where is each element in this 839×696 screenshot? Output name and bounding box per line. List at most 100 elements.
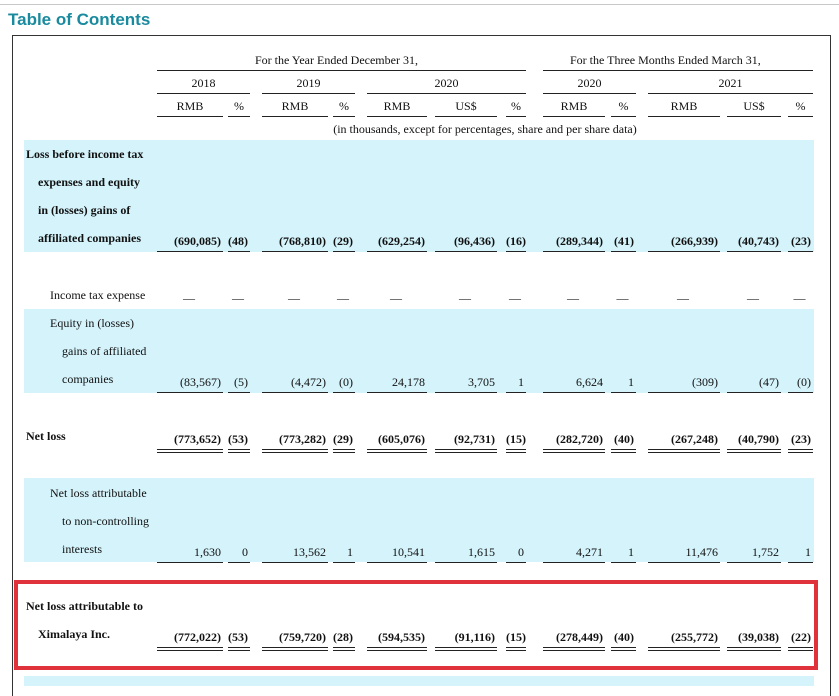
underline — [506, 562, 526, 563]
double-underline — [788, 647, 813, 651]
value-cell: (40) — [614, 432, 634, 446]
value-cell: (773,652) — [174, 432, 221, 446]
value-cell: (0) — [797, 375, 811, 389]
value-cell: 4,271 — [576, 545, 603, 559]
subheader-cell: RMB — [560, 99, 588, 113]
subheader-cell: RMB — [281, 99, 309, 113]
underline — [727, 251, 781, 252]
double-underline — [435, 647, 497, 651]
value-cell: (83,567) — [180, 375, 221, 389]
header-group-quarter: For the Three Months Ended March 31, — [570, 53, 761, 67]
double-underline — [157, 449, 223, 453]
subheader-rule — [333, 116, 355, 117]
value-cell: (267,248) — [671, 432, 718, 446]
underline — [435, 251, 497, 252]
underline — [506, 392, 526, 393]
double-underline — [648, 449, 720, 453]
row-label: expenses and equity — [38, 175, 141, 189]
value-cell: (15) — [506, 432, 526, 446]
dash-cell: — — [390, 291, 402, 305]
double-underline — [228, 647, 250, 651]
value-cell: (773,282) — [279, 432, 326, 446]
underline — [367, 562, 427, 563]
value-cell: (289,344) — [556, 234, 603, 248]
header-note: (in thousands, except for percentages, s… — [333, 122, 637, 136]
subheader-cell: % — [618, 99, 629, 113]
row-label: companies — [62, 372, 114, 386]
value-cell: 1,615 — [468, 545, 495, 559]
row-label: interests — [62, 542, 102, 556]
year-rule — [648, 93, 813, 94]
header-q-2020: 2020 — [577, 76, 602, 90]
value-cell: (40,743) — [738, 234, 779, 248]
value-cell: 1 — [628, 375, 634, 389]
row-label: Loss before income tax — [26, 147, 144, 161]
row-label: Net loss attributable to — [26, 599, 143, 613]
row-label: Income tax expense — [50, 288, 146, 302]
double-underline — [435, 449, 497, 453]
value-cell: 13,562 — [293, 545, 326, 559]
subheader-cell: RMB — [176, 99, 204, 113]
table-of-contents-link[interactable]: Table of Contents — [8, 10, 151, 29]
highlight-box — [14, 580, 818, 670]
header-year-2020: 2020 — [434, 76, 459, 90]
value-cell: (22) — [791, 630, 811, 644]
double-underline — [262, 647, 328, 651]
value-cell: (255,772) — [671, 630, 718, 644]
underline — [648, 562, 720, 563]
double-underline — [506, 647, 526, 651]
underline — [648, 392, 720, 393]
double-underline — [157, 647, 223, 651]
row-band-loss-before-tax — [24, 140, 814, 252]
double-underline — [333, 449, 355, 453]
double-underline — [611, 647, 636, 651]
dash-cell: — — [509, 291, 521, 305]
double-underline — [367, 449, 427, 453]
double-underline — [727, 449, 781, 453]
value-cell: 24,178 — [392, 375, 425, 389]
underline — [333, 392, 355, 393]
dash-cell: — — [616, 291, 629, 305]
header-quarter-rule — [543, 70, 813, 71]
header-q-2021: 2021 — [718, 76, 743, 90]
value-cell: (309) — [692, 375, 718, 389]
underline — [611, 392, 636, 393]
subheader-rule — [611, 116, 636, 117]
top-divider — [0, 4, 839, 5]
value-cell: (772,022) — [174, 630, 221, 644]
subheader-rule — [157, 116, 223, 117]
double-underline — [543, 647, 605, 651]
double-underline — [367, 647, 427, 651]
subheader-rule — [506, 116, 526, 117]
subheader-cell: RMB — [670, 99, 698, 113]
year-rule — [367, 93, 526, 94]
subheader-rule — [543, 116, 605, 117]
row-label: Ximalaya Inc. — [38, 627, 110, 641]
value-cell: 1 — [628, 545, 634, 559]
underline — [788, 251, 813, 252]
dash-cell: — — [793, 291, 806, 305]
underline — [611, 251, 636, 252]
subheader-rule — [262, 116, 328, 117]
underline — [228, 251, 250, 252]
subheader-rule — [727, 116, 781, 117]
double-underline — [333, 647, 355, 651]
underline — [262, 392, 328, 393]
subheader-cell: % — [795, 99, 806, 113]
double-underline — [788, 449, 813, 453]
value-cell: (266,939) — [671, 234, 718, 248]
dash-cell: — — [183, 291, 195, 305]
row-label: gains of affiliated — [62, 344, 147, 358]
value-cell: (91,116) — [454, 630, 495, 644]
value-cell: (605,076) — [378, 432, 425, 446]
row-label: Equity in (losses) — [50, 316, 134, 330]
underline — [788, 392, 813, 393]
underline — [262, 251, 328, 252]
value-cell: 10,541 — [392, 545, 425, 559]
value-cell: 1,752 — [752, 545, 779, 559]
subheader-rule — [228, 116, 250, 117]
value-cell: (0) — [339, 375, 353, 389]
underline — [435, 562, 497, 563]
underline — [506, 251, 526, 252]
double-underline — [611, 449, 636, 453]
